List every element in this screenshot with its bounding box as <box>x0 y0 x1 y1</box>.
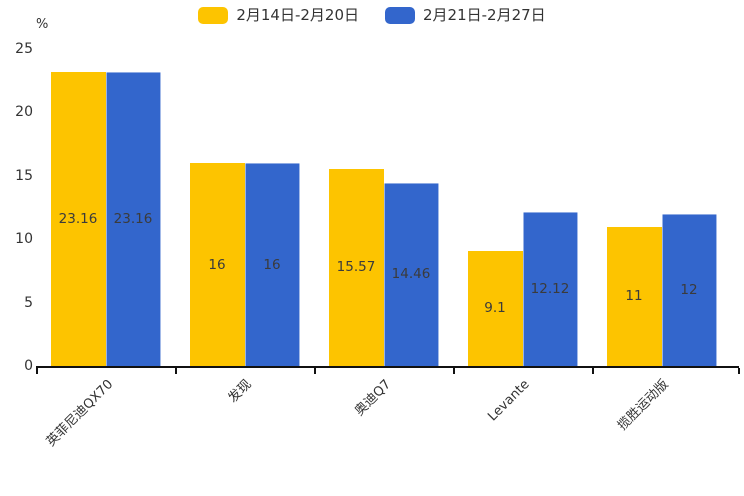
bar-value-label: 12 <box>680 281 698 298</box>
y-tick-label: 0 <box>24 358 33 374</box>
x-category-label: 发现 <box>226 377 256 407</box>
bar-value-label: 23.16 <box>113 211 153 228</box>
bar-value-label: 14.46 <box>391 266 431 283</box>
legend-item-label: 2月14日-2月20日 <box>236 6 359 24</box>
x-axis-tick <box>453 368 455 374</box>
bar-揽胜运动版-series-2[interactable] <box>661 213 717 366</box>
y-tick-label: 20 <box>15 104 33 121</box>
x-category-label: Levante <box>485 377 534 425</box>
x-axis-tick <box>175 368 177 374</box>
y-tick-label: 25 <box>15 41 33 57</box>
bar-value-label: 12.12 <box>530 281 570 298</box>
bar-Levante-series-2[interactable] <box>522 212 578 366</box>
legend: 2月14日-2月20日 2月21日-2月27日 <box>0 7 744 24</box>
bar-发现-series-1[interactable] <box>189 163 245 366</box>
x-axis-line <box>36 366 739 368</box>
bar-英菲尼迪QX70-series-2[interactable] <box>105 72 161 366</box>
legend-item-series-2[interactable]: 2月21日-2月27日 <box>385 7 546 24</box>
x-axis-tick <box>36 368 38 374</box>
bar-英菲尼迪QX70-series-1[interactable] <box>50 72 106 366</box>
legend-swatch-icon <box>198 7 229 24</box>
x-axis-tick <box>314 368 316 374</box>
bar-value-label: 11 <box>625 288 643 305</box>
bar-发现-series-2[interactable] <box>244 163 300 366</box>
bar-奥迪Q7-series-2[interactable] <box>383 182 439 366</box>
bar-奥迪Q7-series-1[interactable] <box>328 168 384 366</box>
x-category-label: 揽胜运动版 <box>615 377 673 434</box>
bar-揽胜运动版-series-1[interactable] <box>606 226 662 366</box>
y-tick-label: 5 <box>24 294 33 311</box>
x-category-label: 奥迪Q7 <box>352 377 395 420</box>
bar-value-label: 16 <box>263 256 281 273</box>
bar-Levante-series-1[interactable] <box>467 250 523 366</box>
legend-swatch-icon <box>385 7 415 24</box>
x-axis-tick <box>738 368 740 374</box>
legend-item-series-1[interactable]: 2月14日-2月20日 <box>198 7 359 24</box>
x-category-label: 英菲尼迪QX70 <box>43 377 117 450</box>
y-tick-label: 15 <box>15 167 33 184</box>
x-axis-tick <box>592 368 594 374</box>
bar-value-label: 23.16 <box>58 211 98 228</box>
bar-value-label: 15.57 <box>336 259 376 276</box>
bar-value-label: 9.1 <box>484 300 506 317</box>
legend-item-label: 2月21日-2月27日 <box>423 6 546 24</box>
bar-value-label: 16 <box>208 256 226 273</box>
y-axis-unit-label: % <box>36 17 49 32</box>
y-tick-label: 10 <box>15 231 33 248</box>
